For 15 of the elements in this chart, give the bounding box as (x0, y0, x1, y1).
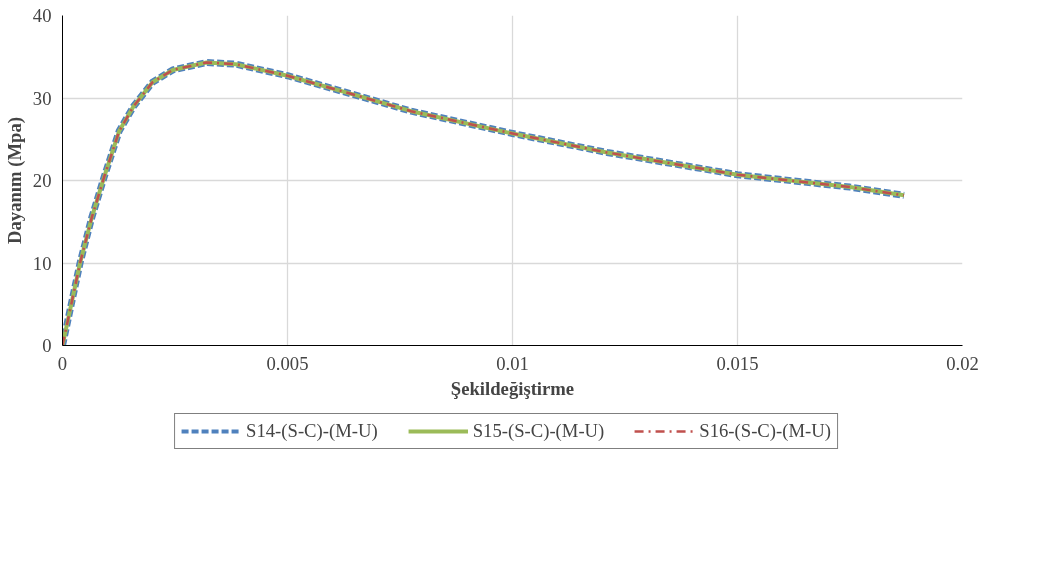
x-tick-label: 0.01 (496, 352, 529, 374)
y-tick-label: 10 (32, 252, 52, 274)
x-tick-label: 0 (57, 352, 68, 374)
legend-label: S15-(S-C)-(M-U) (472, 420, 605, 442)
y-tick-label: 30 (32, 87, 52, 109)
y-tick-label: 0 (42, 335, 52, 356)
x-tick-label: 0.02 (946, 352, 979, 374)
y-tick-label: 20 (32, 170, 52, 191)
x-axis-title: Şekildeğiştirme (450, 377, 575, 399)
y-tick-label: 40 (32, 5, 52, 26)
legend-label: S14-(S-C)-(M-U) (246, 420, 378, 442)
x-tick-label: 0.005 (266, 352, 309, 374)
y-axis-title: Dayanım (Mpa) (3, 117, 26, 244)
legend-label: S16-(S-C)-(M-U) (699, 420, 831, 442)
x-tick-label: 0.015 (716, 352, 759, 374)
